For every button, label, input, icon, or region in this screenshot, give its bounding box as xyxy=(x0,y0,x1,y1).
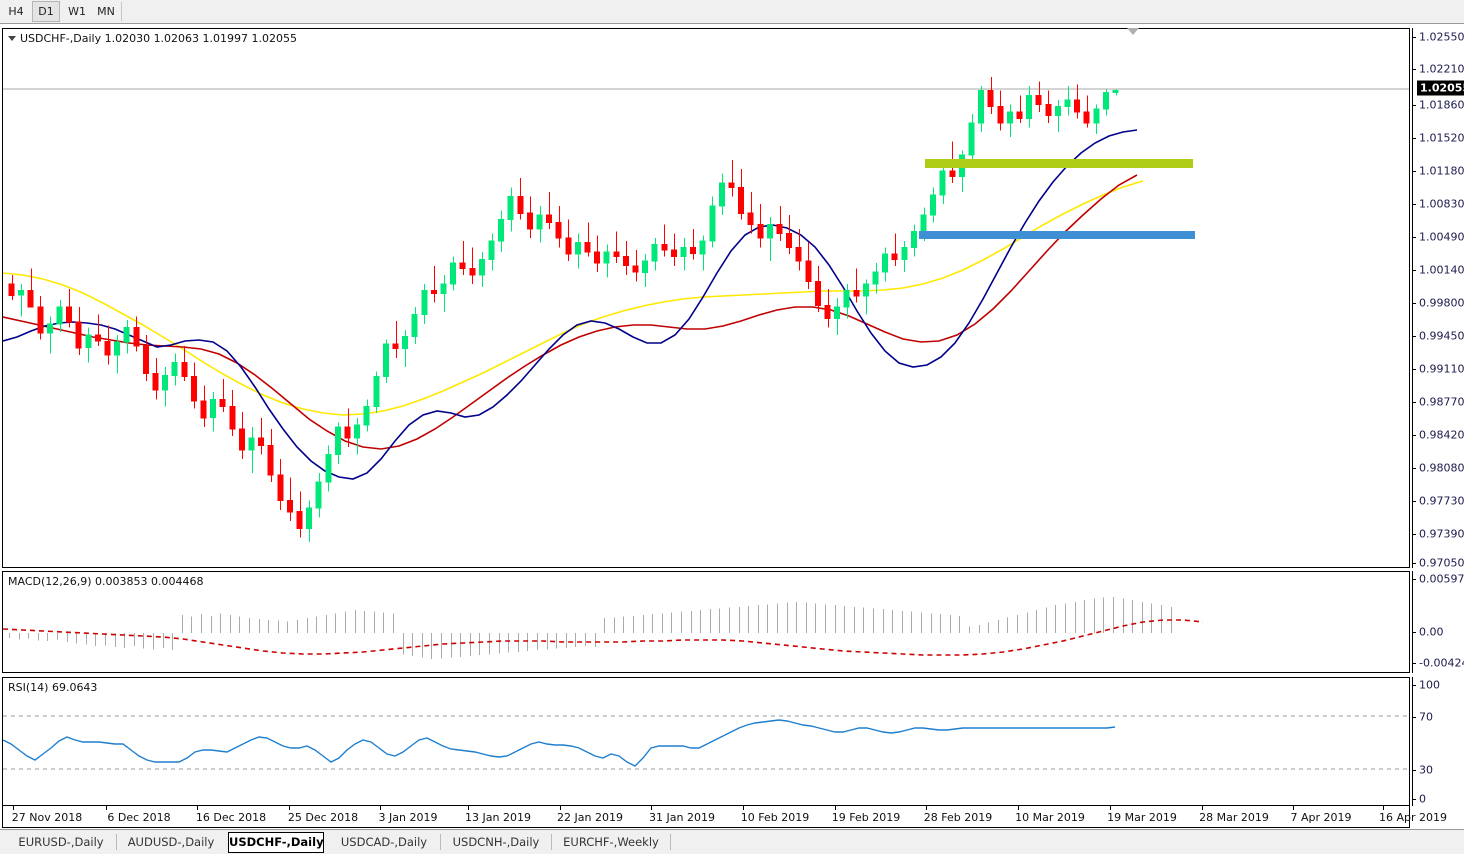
rsi-scale-label: 30 xyxy=(1419,763,1433,777)
macd-scale-label: -0.004243 xyxy=(1419,656,1464,670)
macd-scale[interactable]: 0.00597 0.00 -0.004243 xyxy=(1412,571,1464,673)
date-label: 28 Mar 2019 xyxy=(1199,811,1269,824)
current-price-label: 1.02055 xyxy=(1417,80,1464,96)
date-label: 28 Feb 2019 xyxy=(923,811,993,824)
chart-tab-eurusd[interactable]: EURUSD-,Daily xyxy=(18,835,104,849)
rsi-scale-label: 0 xyxy=(1419,792,1426,806)
date-label: 16 Dec 2018 xyxy=(195,811,267,824)
price-scale-label: 1.00490 xyxy=(1419,230,1464,244)
date-label: 19 Feb 2019 xyxy=(831,811,901,824)
rsi-pane[interactable]: RSI(14) 69.0643 xyxy=(2,677,1410,806)
price-scale-label: 0.98770 xyxy=(1419,395,1464,409)
chart-tab-usdchf[interactable]: USDCHF-,Daily xyxy=(228,832,324,853)
price-scale-label: 0.97390 xyxy=(1419,527,1464,541)
rsi-chart-svg xyxy=(3,715,1409,770)
price-scale-label: 1.01520 xyxy=(1419,131,1464,145)
rsi-plot-area[interactable] xyxy=(3,678,1409,805)
chevron-down-icon[interactable] xyxy=(8,35,16,41)
macd-pane-title: MACD(12,26,9) 0.003853 0.004468 xyxy=(8,575,204,588)
date-label: 25 Dec 2018 xyxy=(287,811,359,824)
price-scale-label: 0.97730 xyxy=(1419,494,1464,508)
candlestick-series xyxy=(8,76,1119,543)
rsi-line xyxy=(3,719,1116,767)
price-plot-area[interactable] xyxy=(3,29,1409,567)
tab-divider xyxy=(116,834,117,850)
price-scale-label: 0.98420 xyxy=(1419,428,1464,442)
price-pane-title-text: USDCHF-,Daily 1.02030 1.02063 1.01997 1.… xyxy=(20,32,298,45)
macd-scale-label: 0.00597 xyxy=(1419,572,1464,586)
date-label: 6 Dec 2018 xyxy=(107,811,171,824)
macd-signal-line xyxy=(3,619,1204,656)
resistance-level-line xyxy=(925,159,1193,168)
date-label: 10 Feb 2019 xyxy=(740,811,810,824)
chart-position-marker-icon xyxy=(1127,28,1139,35)
price-scale-label: 1.00830 xyxy=(1419,197,1464,211)
price-scale[interactable]: 1.02550 1.02210 1.02055 1.01860 1.01520 … xyxy=(1412,28,1464,570)
date-label: 13 Jan 2019 xyxy=(465,811,531,824)
price-scale-label: 1.00140 xyxy=(1419,263,1464,277)
price-scale-label: 0.99450 xyxy=(1419,329,1464,343)
rsi-scale-label: 70 xyxy=(1419,710,1433,724)
date-label: 31 Jan 2019 xyxy=(649,811,715,824)
price-scale-label: 1.02210 xyxy=(1419,62,1464,76)
timeframe-button-h4[interactable]: H4 xyxy=(8,5,24,18)
rsi-scale-label: 100 xyxy=(1419,678,1440,692)
price-scale-label: 0.97050 xyxy=(1419,556,1464,570)
chart-tab-usdcnh[interactable]: USDCNH-,Daily xyxy=(452,835,540,849)
chart-tab-audusd[interactable]: AUDUSD-,Daily xyxy=(127,835,215,849)
macd-scale-axis xyxy=(1412,571,1413,673)
macd-pane[interactable]: MACD(12,26,9) 0.003853 0.004468 xyxy=(2,571,1410,673)
price-scale-axis xyxy=(1412,28,1413,568)
timeframe-button-w1[interactable]: W1 xyxy=(68,5,86,18)
date-label: 3 Jan 2019 xyxy=(378,811,438,824)
date-label: 19 Mar 2019 xyxy=(1107,811,1177,824)
date-label: 7 Apr 2019 xyxy=(1290,811,1352,824)
date-label: 22 Jan 2019 xyxy=(557,811,623,824)
price-scale-label: 1.01180 xyxy=(1419,164,1464,178)
tab-divider xyxy=(551,834,552,850)
price-scale-label: 0.98080 xyxy=(1419,461,1464,475)
macd-chart-svg xyxy=(3,596,1204,660)
timeframe-toolbar: H4 D1 W1 MN xyxy=(0,0,1464,24)
timeframe-button-mn[interactable]: MN xyxy=(97,5,115,18)
toolbar-divider xyxy=(121,2,122,21)
rsi-pane-title: RSI(14) 69.0643 xyxy=(8,681,98,694)
date-label: 27 Nov 2018 xyxy=(11,811,83,824)
tab-divider xyxy=(670,834,671,850)
price-chart-svg xyxy=(3,76,1409,543)
chart-tab-eurchf[interactable]: EURCHF-,Weekly xyxy=(563,835,659,849)
tab-divider xyxy=(440,834,441,850)
macd-histogram xyxy=(8,596,1173,660)
date-label: 10 Mar 2019 xyxy=(1015,811,1085,824)
ma-mid-line xyxy=(3,174,1138,450)
chart-tab-bar: EURUSD-,Daily AUDUSD-,Daily USDCHF-,Dail… xyxy=(0,829,1464,854)
price-scale-label: 0.99110 xyxy=(1419,362,1464,376)
ma-fast-line xyxy=(3,129,1138,480)
price-scale-label: 0.99800 xyxy=(1419,296,1464,310)
support-level-line xyxy=(919,231,1195,239)
rsi-scale[interactable]: 100 70 30 0 xyxy=(1412,677,1464,806)
price-pane-title: USDCHF-,Daily 1.02030 1.02063 1.01997 1.… xyxy=(8,32,297,45)
macd-plot-area[interactable] xyxy=(3,572,1409,672)
macd-scale-label: 0.00 xyxy=(1419,625,1444,639)
date-label: 16 Apr 2019 xyxy=(1378,811,1448,824)
date-axis[interactable]: 27 Nov 2018 6 Dec 2018 16 Dec 2018 25 De… xyxy=(2,806,1447,828)
chart-tab-usdcad[interactable]: USDCAD-,Daily xyxy=(340,835,428,849)
price-scale-label: 1.02550 xyxy=(1419,30,1464,44)
rsi-scale-axis xyxy=(1412,677,1413,806)
ma-slow-line xyxy=(3,180,1144,416)
price-chart-pane[interactable]: USDCHF-,Daily 1.02030 1.02063 1.01997 1.… xyxy=(2,28,1410,568)
timeframe-button-d1[interactable]: D1 xyxy=(32,1,60,22)
price-scale-label: 1.01860 xyxy=(1419,98,1464,112)
